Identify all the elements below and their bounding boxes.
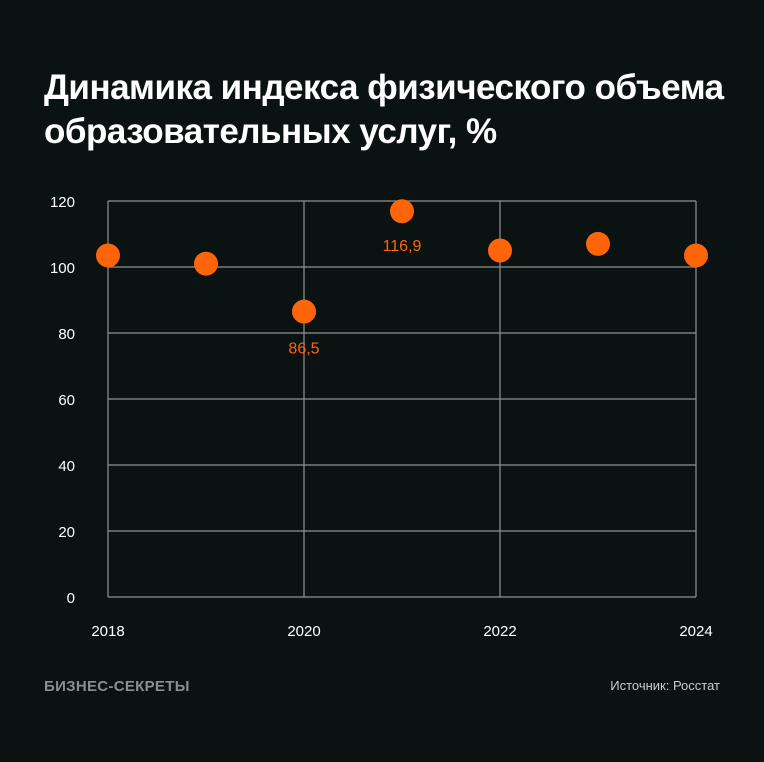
y-tick-label: 40 xyxy=(58,458,75,475)
data-point xyxy=(684,243,708,268)
data-point xyxy=(96,243,120,268)
data-point xyxy=(390,199,414,224)
data-label: 116,9 xyxy=(383,238,422,255)
y-tick-label: 80 xyxy=(58,326,75,343)
data-point xyxy=(292,299,316,324)
y-tick-label: 100 xyxy=(50,260,75,277)
data-point xyxy=(194,251,218,276)
brand-logo: БИЗНЕС-СЕКРЕТЫ xyxy=(44,678,190,695)
y-tick-label: 20 xyxy=(58,524,75,541)
x-tick-label: 2020 xyxy=(287,623,320,640)
x-tick-label: 2022 xyxy=(483,623,516,640)
data-label: 86,5 xyxy=(288,341,319,358)
data-point xyxy=(586,231,610,256)
x-tick-label: 2018 xyxy=(91,623,124,640)
data-point xyxy=(488,238,512,263)
y-tick-label: 0 xyxy=(67,590,75,607)
x-tick-label: 2024 xyxy=(679,623,712,640)
y-tick-label: 60 xyxy=(58,392,75,409)
y-tick-label: 120 xyxy=(50,194,75,211)
chart-title: Динамика индекса физического объема обра… xyxy=(44,68,724,151)
source-note: Источник: Росстат xyxy=(610,678,720,693)
